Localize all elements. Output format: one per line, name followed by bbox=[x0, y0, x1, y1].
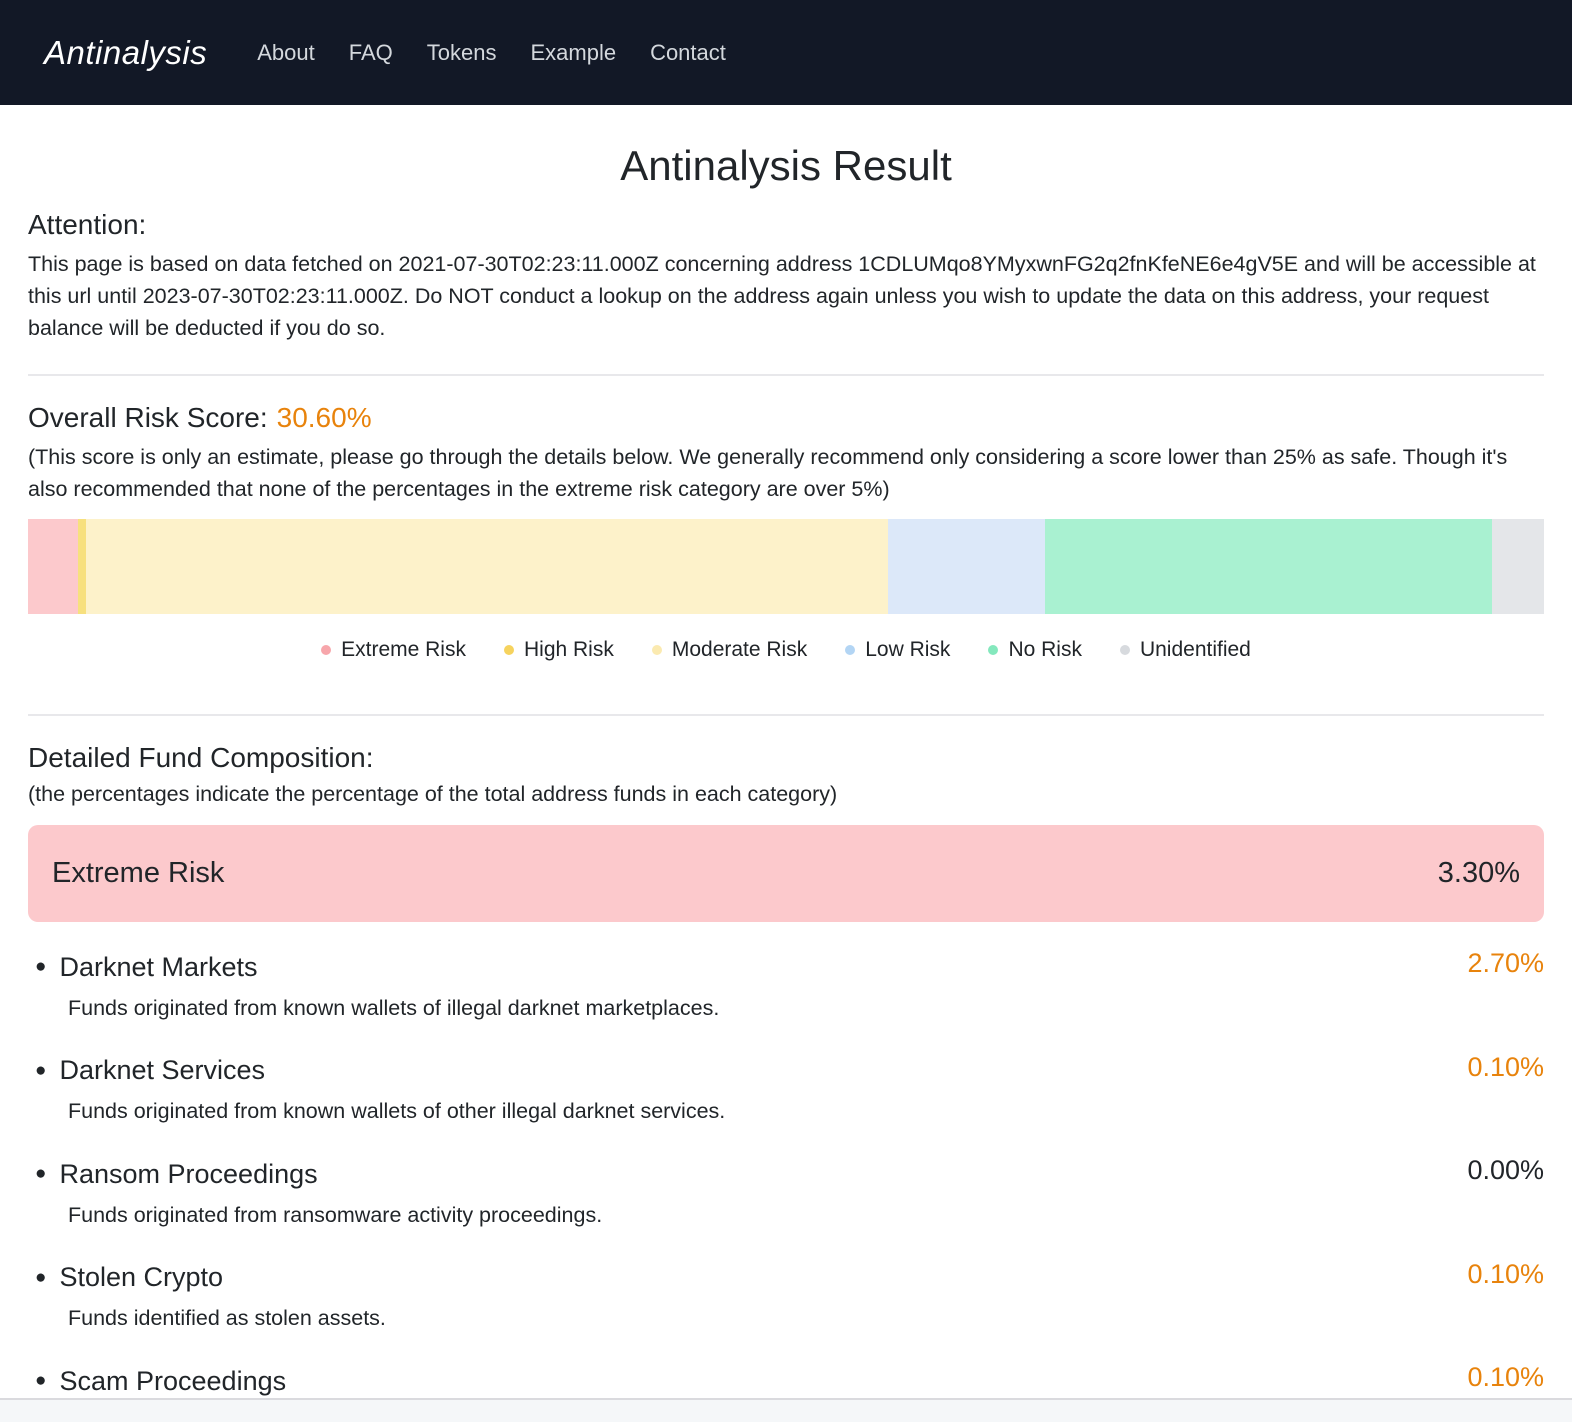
bullet-icon: ● bbox=[35, 1370, 47, 1392]
fund-item-ransom-proceedings: ● Ransom Proceedings 0.00% Funds originat… bbox=[28, 1155, 1544, 1228]
risk-score-note: (This score is only an estimate, please … bbox=[28, 445, 1508, 501]
fund-item-head: ● Darknet Services 0.10% bbox=[28, 1052, 1544, 1087]
bullet-icon: ● bbox=[35, 956, 47, 978]
fund-item-value: 2.70% bbox=[1467, 948, 1544, 979]
nav-link-example[interactable]: Example bbox=[530, 39, 617, 65]
fund-item-value: 0.10% bbox=[1467, 1258, 1544, 1289]
fund-item-label: Darknet Services bbox=[59, 1055, 266, 1086]
composition-subheading: (the percentages indicate the percentage… bbox=[28, 782, 838, 807]
fund-composition-list: ● Darknet Markets 2.70% Funds originated … bbox=[28, 948, 1544, 1397]
fund-item-name: ● Scam Proceedings bbox=[28, 1366, 286, 1397]
legend-label: Low Risk bbox=[865, 638, 951, 662]
fund-item-description: Funds originated from known wallets of i… bbox=[68, 995, 720, 1020]
fund-item-label: Darknet Markets bbox=[59, 951, 258, 982]
fund-item-scam-proceedings: ● Scam Proceedings 0.10% bbox=[28, 1362, 1544, 1397]
legend-item-no-risk: No Risk bbox=[988, 638, 1082, 662]
brand-logo[interactable]: Antinalysis bbox=[44, 33, 208, 71]
fund-item-name: ● Darknet Services bbox=[28, 1055, 265, 1086]
bullet-icon: ● bbox=[35, 1266, 47, 1288]
fund-item-label: Stolen Crypto bbox=[59, 1262, 224, 1293]
risk-score-label: Overall Risk Score: bbox=[28, 402, 268, 434]
fund-item-value: 0.10% bbox=[1467, 1362, 1544, 1393]
fund-item-name: ● Stolen Crypto bbox=[28, 1262, 223, 1293]
fund-item-stolen-crypto: ● Stolen Crypto 0.10% Funds identified as… bbox=[28, 1259, 1544, 1332]
fund-item-value: 0.00% bbox=[1467, 1155, 1544, 1186]
legend-label: Extreme Risk bbox=[341, 638, 466, 662]
nav-link-faq[interactable]: FAQ bbox=[348, 39, 393, 65]
nav-link-about[interactable]: About bbox=[257, 39, 315, 65]
legend-label: High Risk bbox=[523, 638, 614, 662]
fund-item-head: ● Ransom Proceedings 0.00% bbox=[28, 1155, 1544, 1190]
attention-body: This page is based on data fetched on 20… bbox=[28, 252, 1536, 340]
extreme-risk-banner: Extreme Risk 3.30% bbox=[28, 825, 1544, 923]
page-title: Antinalysis Result bbox=[620, 142, 952, 189]
nav-link-tokens[interactable]: Tokens bbox=[426, 39, 497, 65]
fund-item-name: ● Ransom Proceedings bbox=[28, 1159, 318, 1190]
legend-item-extreme-risk: Extreme Risk bbox=[321, 638, 466, 662]
banner-value: 3.30% bbox=[1437, 857, 1520, 890]
risk-bar-segment-high bbox=[78, 519, 86, 615]
nav-link-contact[interactable]: Contact bbox=[650, 39, 726, 65]
fund-item-description: Funds originated from ransomware activit… bbox=[68, 1202, 603, 1227]
fund-item-label: Scam Proceedings bbox=[59, 1365, 287, 1396]
legend-label: No Risk bbox=[1008, 638, 1082, 662]
fund-item-description: Funds identified as stolen assets. bbox=[68, 1306, 386, 1331]
bullet-icon: ● bbox=[35, 1163, 47, 1185]
risk-bar-segment-moderate bbox=[85, 519, 888, 615]
fund-item-head: ● Darknet Markets 2.70% bbox=[28, 948, 1544, 983]
legend-dot-icon bbox=[503, 645, 514, 656]
legend-dot-icon bbox=[651, 645, 662, 656]
risk-legend: Extreme Risk High Risk Moderate Risk Low… bbox=[28, 638, 1544, 662]
fund-item-darknet-markets: ● Darknet Markets 2.70% Funds originated … bbox=[28, 948, 1544, 1021]
section-divider bbox=[28, 374, 1544, 377]
legend-item-moderate-risk: Moderate Risk bbox=[651, 638, 808, 662]
fund-item-darknet-services: ● Darknet Services 0.10% Funds originated… bbox=[28, 1052, 1544, 1125]
risk-bar-segment-extreme bbox=[28, 519, 79, 615]
nav-links: About FAQ Tokens Example Contact bbox=[257, 40, 726, 66]
bullet-icon: ● bbox=[35, 1059, 47, 1081]
legend-dot-icon bbox=[1119, 645, 1130, 656]
legend-item-unidentified: Unidentified bbox=[1119, 638, 1251, 662]
risk-bar-segment-no-risk bbox=[1045, 519, 1493, 615]
navbar: Antinalysis About FAQ Tokens Example Con… bbox=[0, 0, 1572, 105]
composition-heading: Detailed Fund Composition: bbox=[28, 742, 374, 774]
fund-item-label: Ransom Proceedings bbox=[59, 1158, 318, 1189]
banner-label: Extreme Risk bbox=[52, 857, 225, 890]
legend-dot-icon bbox=[321, 645, 332, 656]
risk-bar-segment-low bbox=[887, 519, 1046, 615]
legend-dot-icon bbox=[988, 645, 999, 656]
fund-item-head: ● Scam Proceedings 0.10% bbox=[28, 1362, 1544, 1397]
risk-bar-segment-unidentified bbox=[1492, 519, 1544, 615]
risk-distribution-bar bbox=[28, 519, 1544, 615]
legend-item-low-risk: Low Risk bbox=[845, 638, 950, 662]
legend-dot-icon bbox=[845, 645, 856, 656]
fund-item-value: 0.10% bbox=[1467, 1051, 1544, 1082]
risk-score-value: 30.60% bbox=[276, 402, 372, 434]
legend-label: Moderate Risk bbox=[671, 638, 808, 662]
legend-item-high-risk: High Risk bbox=[503, 638, 614, 662]
fund-item-name: ● Darknet Markets bbox=[28, 952, 258, 983]
horizontal-scrollbar-track[interactable] bbox=[0, 1398, 1572, 1422]
main-content: Antinalysis Result Attention: This page … bbox=[0, 141, 1572, 1397]
fund-item-description: Funds originated from known wallets of o… bbox=[68, 1099, 726, 1124]
legend-label: Unidentified bbox=[1139, 638, 1251, 662]
attention-heading: Attention: bbox=[28, 209, 147, 241]
fund-item-head: ● Stolen Crypto 0.10% bbox=[28, 1259, 1544, 1294]
risk-score-heading: Overall Risk Score: 30.60% bbox=[28, 402, 1544, 434]
section-divider bbox=[28, 714, 1544, 717]
